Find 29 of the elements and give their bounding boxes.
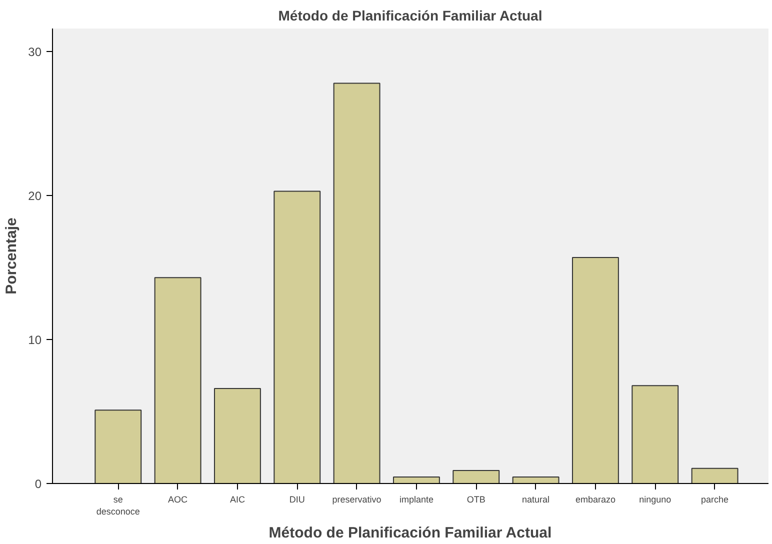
x-tick-label: embarazo [575, 494, 616, 504]
bar [333, 82, 380, 484]
x-tick-label: parche [701, 494, 729, 504]
bar [392, 476, 440, 484]
x-axis-title: Método de Planificación Familiar Actual [268, 524, 552, 542]
bar [512, 476, 560, 484]
chart-title: Método de Planificación Familiar Actual [278, 8, 542, 24]
y-tick-label: 20 [28, 189, 42, 204]
y-axis-title: Porcentaje [3, 218, 20, 294]
bar [572, 256, 619, 484]
bar [214, 388, 261, 484]
bar [452, 470, 500, 484]
y-tick-label: 10 [28, 333, 42, 348]
x-tick-label: AOC [168, 494, 188, 504]
y-tick-label: 30 [28, 45, 42, 60]
bar [154, 277, 202, 484]
x-tick-label: implante [399, 494, 434, 504]
bar [691, 468, 738, 484]
y-tick-label: 0 [34, 477, 42, 491]
x-tick-label: preservativo [332, 494, 382, 504]
x-tick-label: AIC [230, 494, 246, 504]
x-tick-label: DIU [289, 494, 305, 504]
x-tick-label: natural [522, 494, 550, 504]
bar [632, 385, 679, 484]
x-tick-label: se desconoce [96, 494, 140, 516]
bar [274, 190, 321, 484]
bar [94, 410, 142, 484]
x-tick-label: OTB [466, 494, 486, 504]
x-tick-label: ninguno [639, 494, 672, 504]
